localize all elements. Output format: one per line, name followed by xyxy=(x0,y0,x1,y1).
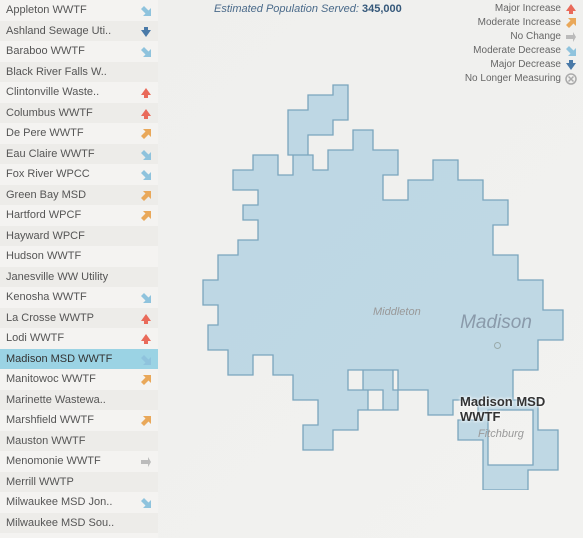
facility-label: De Pere WWTF xyxy=(6,123,136,144)
facility-label: Ashland Sewage Uti.. xyxy=(6,21,136,42)
sidebar-item-facility[interactable]: Kenosha WWTF xyxy=(0,287,158,308)
facility-label: Hudson WWTF xyxy=(6,246,152,267)
sidebar-item-facility[interactable]: Green Bay MSD xyxy=(0,185,158,206)
arrow-downright-icon xyxy=(140,496,152,508)
facility-label: Columbus WWTF xyxy=(6,103,136,124)
legend-row: Major Decrease xyxy=(465,58,577,72)
sidebar-item-facility[interactable]: Madison MSD WWTF xyxy=(0,349,158,370)
legend-row: No Change xyxy=(465,30,577,44)
facility-label: Milwaukee MSD Sou.. xyxy=(6,513,152,534)
arrow-up-icon xyxy=(140,107,152,119)
arrow-up-icon xyxy=(565,3,577,15)
facility-label: Black River Falls W.. xyxy=(6,62,152,83)
legend-row: Moderate Decrease xyxy=(465,44,577,58)
population-value: 345,000 xyxy=(362,3,402,15)
facility-label: Clintonville Waste.. xyxy=(6,82,136,103)
facility-label: Baraboo WWTF xyxy=(6,41,136,62)
sidebar-item-facility[interactable]: Hartford WPCF xyxy=(0,205,158,226)
legend-row: Moderate Increase xyxy=(465,16,577,30)
facility-label: Hartford WPCF xyxy=(6,205,136,226)
facility-label: Lodi WWTF xyxy=(6,328,136,349)
arrow-downright-icon xyxy=(140,353,152,365)
sidebar-item-facility[interactable]: Lodi WWTF xyxy=(0,328,158,349)
legend-row: Major Increase xyxy=(465,2,577,16)
legend-label: Major Increase xyxy=(495,2,561,16)
arrow-upright-icon xyxy=(140,373,152,385)
region-name-label: Madison xyxy=(460,312,532,334)
sidebar-item-facility[interactable]: Fox River WPCC xyxy=(0,164,158,185)
sidebar-item-facility[interactable]: Hayward WPCF xyxy=(0,226,158,247)
sidebar-item-facility[interactable]: Clintonville Waste.. xyxy=(0,82,158,103)
facility-label: Merrill WWTP xyxy=(6,472,152,493)
facility-label: Monroe WWTF xyxy=(6,533,152,538)
arrow-down-icon xyxy=(140,25,152,37)
arrow-up-icon xyxy=(140,312,152,324)
sidebar-item-facility[interactable]: De Pere WWTF xyxy=(0,123,158,144)
arrow-right-icon xyxy=(565,31,577,43)
arrow-downright-icon xyxy=(565,45,577,57)
facility-label: Milwaukee MSD Jon.. xyxy=(6,492,136,513)
sidebar-item-facility[interactable]: Manitowoc WWTF xyxy=(0,369,158,390)
facility-label: Janesville WW Utility xyxy=(6,267,152,288)
sidebar-item-facility[interactable]: Menomonie WWTF xyxy=(0,451,158,472)
arrow-upright-icon xyxy=(140,209,152,221)
facility-label: Eau Claire WWTF xyxy=(6,144,136,165)
legend-label: No Change xyxy=(510,30,561,44)
arrow-up-icon xyxy=(140,86,152,98)
region-center-dot xyxy=(494,342,501,349)
facility-label: Mauston WWTF xyxy=(6,431,152,452)
facility-label: La Crosse WWTP xyxy=(6,308,136,329)
facility-label: Marinette Wastewa.. xyxy=(6,390,152,411)
sidebar-item-facility[interactable]: Columbus WWTF xyxy=(0,103,158,124)
facility-label: Kenosha WWTF xyxy=(6,287,136,308)
sidebar-item-facility[interactable]: Marinette Wastewa.. xyxy=(0,390,158,411)
sidebar-item-facility[interactable]: Eau Claire WWTF xyxy=(0,144,158,165)
legend-label: Moderate Decrease xyxy=(473,44,561,58)
sidebar-item-facility[interactable]: La Crosse WWTP xyxy=(0,308,158,329)
sidebar-item-facility[interactable]: Milwaukee MSD Sou.. xyxy=(0,513,158,534)
facility-label: Marshfield WWTF xyxy=(6,410,136,431)
facility-label: Hayward WPCF xyxy=(6,226,152,247)
legend: Major IncreaseModerate IncreaseNo Change… xyxy=(465,2,577,86)
arrow-upright-icon xyxy=(565,17,577,29)
sidebar-item-facility[interactable]: Hudson WWTF xyxy=(0,246,158,267)
legend-label: Major Decrease xyxy=(490,58,561,72)
facility-label: Menomonie WWTF xyxy=(6,451,136,472)
arrow-right-icon xyxy=(140,455,152,467)
sidebar-item-facility[interactable]: Merrill WWTP xyxy=(0,472,158,493)
arrow-downright-icon xyxy=(140,168,152,180)
facility-label: Green Bay MSD xyxy=(6,185,136,206)
selected-facility-map-label: Madison MSD WWTF xyxy=(460,394,583,424)
arrow-upright-icon xyxy=(140,127,152,139)
sidebar-item-facility[interactable]: Ashland Sewage Uti.. xyxy=(0,21,158,42)
sidebar-item-facility[interactable]: Janesville WW Utility xyxy=(0,267,158,288)
legend-label: Moderate Increase xyxy=(478,16,561,30)
sidebar-item-facility[interactable]: Monroe WWTF xyxy=(0,533,158,538)
background-place-label: Middleton xyxy=(373,306,421,318)
map-panel: Estimated Population Served: 345,000 Maj… xyxy=(158,0,583,538)
arrow-downright-icon xyxy=(140,291,152,303)
facility-label: Manitowoc WWTF xyxy=(6,369,136,390)
facility-sidebar[interactable]: Appleton WWTFAshland Sewage Uti..Baraboo… xyxy=(0,0,158,538)
sidebar-item-facility[interactable]: Milwaukee MSD Jon.. xyxy=(0,492,158,513)
arrow-down-icon xyxy=(565,59,577,71)
population-label: Estimated Population Served: xyxy=(214,3,359,15)
facility-label: Madison MSD WWTF xyxy=(6,349,136,370)
arrow-upright-icon xyxy=(140,189,152,201)
arrow-upright-icon xyxy=(140,414,152,426)
arrow-downright-icon xyxy=(140,148,152,160)
facility-label: Appleton WWTF xyxy=(6,0,136,21)
arrow-downright-icon xyxy=(140,4,152,16)
sidebar-item-facility[interactable]: Black River Falls W.. xyxy=(0,62,158,83)
sidebar-item-facility[interactable]: Marshfield WWTF xyxy=(0,410,158,431)
sidebar-item-facility[interactable]: Appleton WWTF xyxy=(0,0,158,21)
arrow-downright-icon xyxy=(140,45,152,57)
sidebar-item-facility[interactable]: Mauston WWTF xyxy=(0,431,158,452)
arrow-up-icon xyxy=(140,332,152,344)
sidebar-item-facility[interactable]: Baraboo WWTF xyxy=(0,41,158,62)
facility-label: Fox River WPCC xyxy=(6,164,136,185)
background-place-label: Fitchburg xyxy=(478,428,524,440)
population-header: Estimated Population Served: 345,000 xyxy=(214,3,402,15)
